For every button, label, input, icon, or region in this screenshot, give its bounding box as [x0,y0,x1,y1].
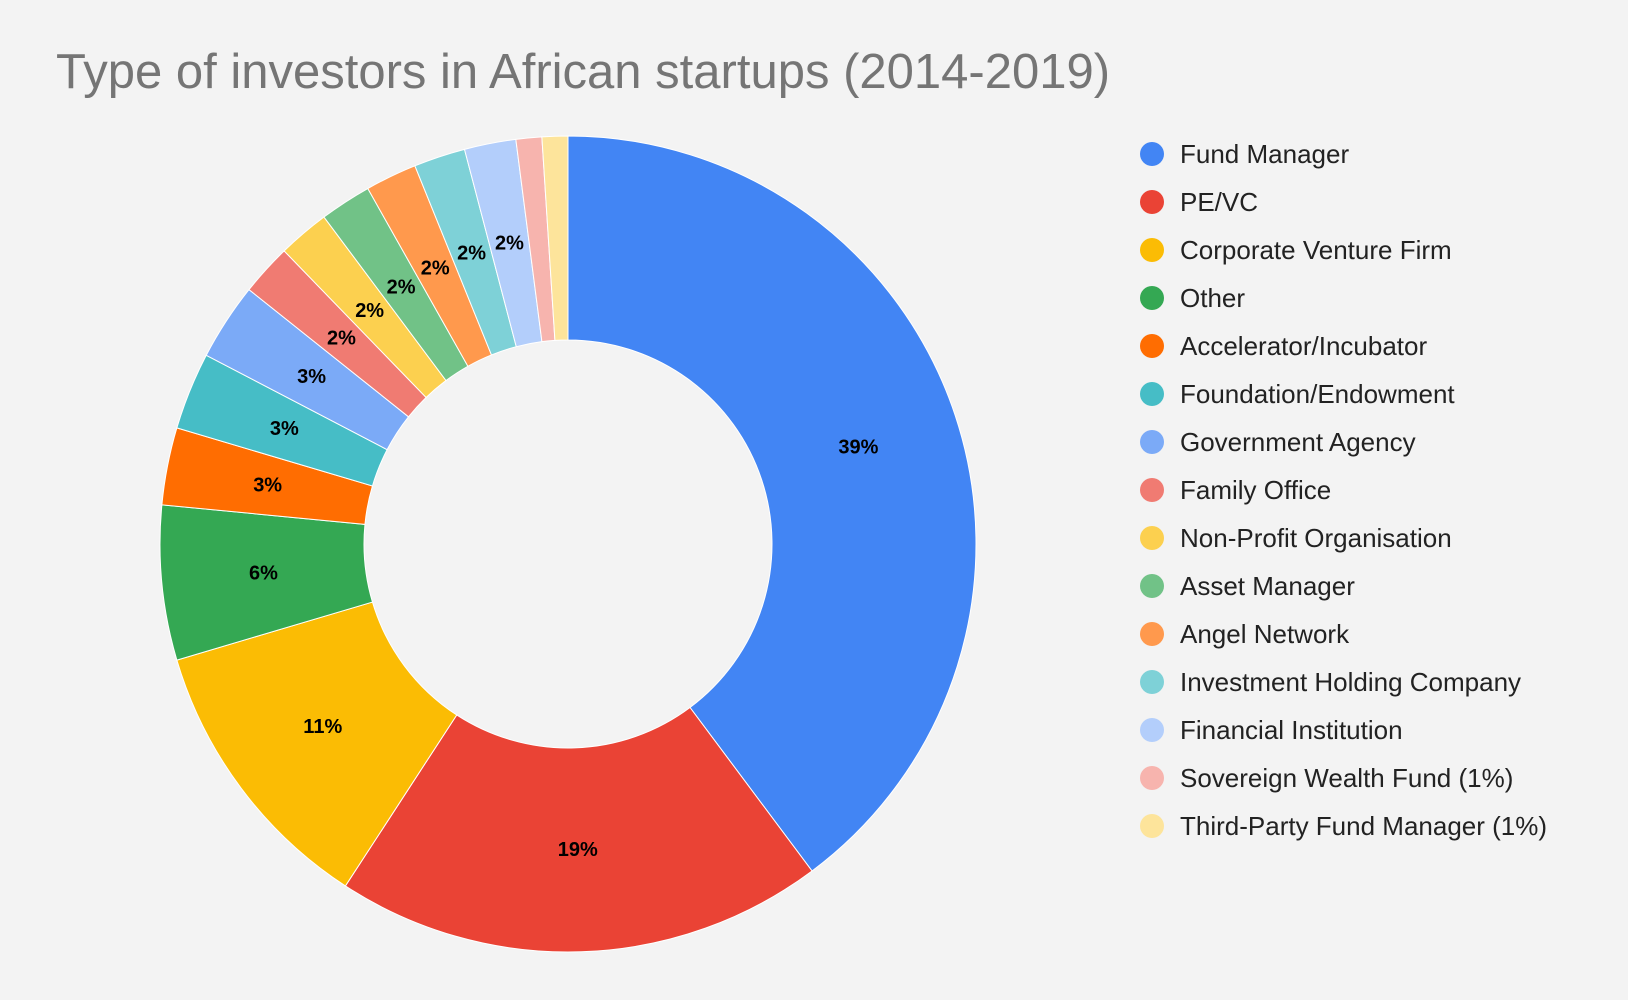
slice-fund-manager [567,135,977,872]
legend-swatch [1140,814,1164,838]
slice-label: 3% [270,418,299,440]
legend-swatch [1140,718,1164,742]
donut-chart: 39%19%11%6%3%3%3%2%2%2%2%2% 2% [159,135,977,953]
legend-item: Angel Network [1140,610,1547,658]
legend-swatch [1140,670,1164,694]
legend-item: Corporate Venture Firm [1140,226,1547,274]
legend-item: Non-Profit Organisation [1140,514,1547,562]
slice-label: 2% [421,257,450,279]
chart-legend: Fund Manager PE/VC Corporate Venture Firm O… [1140,130,1547,850]
legend-item: Fund Manager [1140,130,1547,178]
slice-label: 3% [297,366,326,388]
slice-label: 3% [253,475,282,497]
legend-label: Sovereign Wealth Fund (1%) [1180,762,1514,793]
legend-swatch [1140,238,1164,262]
legend-swatch [1140,526,1164,550]
legend-item: Accelerator/Incubator [1140,322,1547,370]
legend-swatch [1140,430,1164,454]
legend-item: Foundation/Endowment [1140,370,1547,418]
legend-label: Family Office [1180,474,1332,505]
legend-swatch [1140,142,1164,166]
chart-title: Type of investors in African startups (2… [56,45,1111,99]
legend-label: Investment Holding Company [1180,666,1522,697]
legend-label: Foundation/Endowment [1180,378,1455,409]
slice-corporate-venture-firm [176,601,458,887]
slice-label: 19% [558,839,598,861]
legend-item: Financial Institution [1140,706,1547,754]
legend-label: Asset Manager [1180,570,1355,601]
slice-label: 2% [457,243,486,265]
legend-item: Other [1140,274,1547,322]
legend-item: Sovereign Wealth Fund (1%) [1140,754,1547,802]
legend-swatch [1140,766,1164,790]
legend-item: Asset Manager [1140,562,1547,610]
legend-label: Fund Manager [1180,138,1350,169]
legend-label: Third-Party Fund Manager (1%) [1180,810,1548,841]
slice-label: 11% [303,716,342,738]
legend-item: Family Office [1140,466,1547,514]
legend-label: Non-Profit Organisation [1180,522,1452,553]
legend-label: Other [1180,282,1246,313]
slice-label: 2% [387,277,416,299]
slice-label: 2% [495,233,524,255]
legend-label: Corporate Venture Firm [1180,234,1452,265]
legend-item: Investment Holding Company [1140,658,1547,706]
slice-label: 6% [249,562,278,584]
slice-label: 2% [327,327,356,349]
legend-label: Financial Institution [1180,714,1403,745]
legend-swatch [1140,478,1164,502]
legend-label: Accelerator/Incubator [1180,330,1428,361]
legend-item: PE/VC [1140,178,1547,226]
slice-label: 39% [838,437,878,459]
legend-label: PE/VC [1180,186,1259,217]
slice-third-party-fund-manager-1 [541,135,569,341]
legend-swatch [1140,286,1164,310]
legend-item: Third-Party Fund Manager (1%) [1140,802,1547,850]
legend-swatch [1140,382,1164,406]
legend-label: Angel Network [1180,618,1350,649]
legend-swatch [1140,574,1164,598]
legend-swatch [1140,622,1164,646]
legend-item: Government Agency [1140,418,1547,466]
legend-swatch [1140,190,1164,214]
legend-label: Government Agency [1180,426,1416,457]
slice-label: 2% [355,300,384,322]
slice-pe-vc [344,706,813,953]
legend-swatch [1140,334,1164,358]
